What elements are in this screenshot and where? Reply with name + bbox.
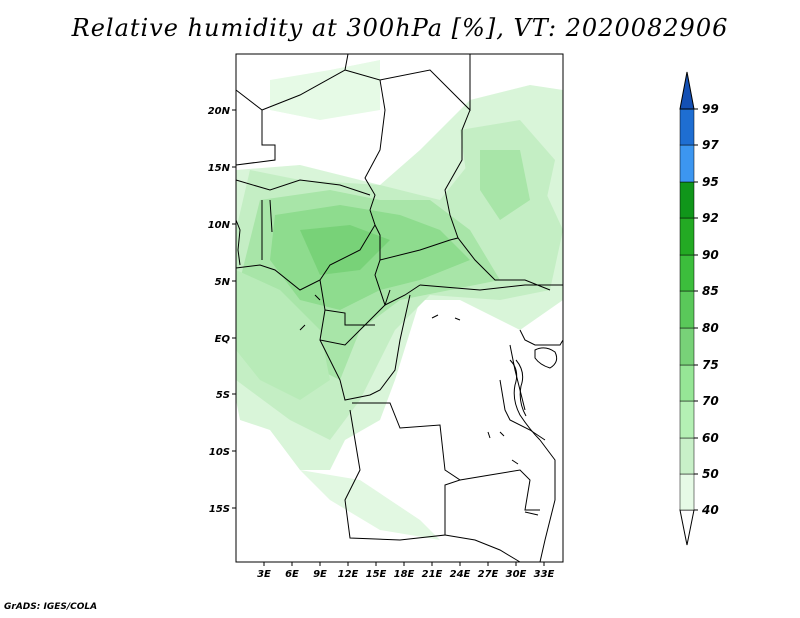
colorbar-label: 92 (702, 211, 719, 225)
colorbar-upper-triangle (679, 71, 695, 110)
credit-label: GrADS: IGES/COLA (4, 602, 98, 612)
colorbar-segment (679, 327, 695, 366)
colorbar-label: 80 (702, 321, 719, 335)
lon-label: 3E (257, 569, 271, 580)
colorbar-segment (679, 254, 695, 292)
colorbar-label: 50 (702, 467, 719, 481)
lon-label: 9E (313, 569, 327, 580)
colorbar-segment (679, 290, 695, 329)
colorbar-segment (679, 364, 695, 402)
colorbar-segment (679, 473, 695, 511)
lat-label: 10N (208, 220, 231, 231)
humidity-field (236, 54, 563, 562)
colorbar-label: 97 (702, 138, 719, 152)
lon-label: 27E (478, 569, 499, 580)
lon-label: 24E (450, 569, 471, 580)
colorbar-segment (679, 144, 695, 183)
colorbar-label: 70 (702, 394, 719, 408)
lat-label: 5S (216, 390, 230, 401)
lon-label: 15E (366, 569, 387, 580)
colorbar: 40 50 60 70 75 80 85 90 92 95 97 99 (679, 71, 719, 546)
lakes (235, 219, 558, 516)
country-borders (235, 53, 564, 563)
colorbar-label: 95 (702, 175, 719, 189)
colorbar-label: 75 (702, 358, 719, 372)
lon-label: 18E (394, 569, 415, 580)
colorbar-segment (679, 108, 695, 146)
chart-title: Relative humidity at 300hPa [%], VT: 202… (71, 14, 729, 42)
lat-label: EQ (215, 334, 231, 345)
lat-label: 20N (208, 106, 231, 117)
colorbar-segment (679, 217, 695, 256)
colorbar-label: 40 (701, 503, 719, 517)
lon-label: 6E (285, 569, 299, 580)
lon-label: 12E (338, 569, 359, 580)
colorbar-segment (679, 400, 695, 439)
colorbar-label: 99 (702, 102, 719, 116)
colorbar-label: 90 (702, 248, 719, 262)
colorbar-segment (679, 181, 695, 219)
colorbar-label: 60 (702, 431, 719, 445)
lat-label: 15N (208, 163, 231, 174)
lat-label: 5N (215, 277, 231, 288)
colorbar-label: 85 (702, 284, 719, 298)
map-frame (235, 53, 564, 563)
lat-label: 15S (209, 504, 230, 515)
lat-label: 10S (209, 447, 230, 458)
lon-axis: 3E 6E 9E 12E 15E 18E 21E 24E 27E 30E 33E (257, 562, 555, 580)
lon-label: 30E (506, 569, 527, 580)
lat-axis: 20N 15N 10N 5N EQ 5S 10S 15S (208, 106, 236, 515)
colorbar-lower-triangle (679, 509, 695, 546)
lon-label: 21E (422, 569, 443, 580)
lon-label: 33E (534, 569, 555, 580)
colorbar-segment (679, 437, 695, 475)
